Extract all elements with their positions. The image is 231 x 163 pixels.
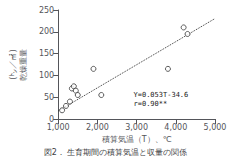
svg-text:(㌧／㎡): (㌧／㎡): [9, 49, 18, 79]
svg-text:4,000: 4,000: [164, 123, 187, 132]
svg-text:100: 100: [39, 71, 54, 80]
svg-text:150: 150: [39, 49, 54, 58]
svg-text:200: 200: [39, 27, 54, 36]
svg-text:250: 250: [39, 6, 54, 15]
svg-text:1,000: 1,000: [47, 123, 70, 132]
svg-text:2,000: 2,000: [86, 123, 109, 132]
svg-text:3,000: 3,000: [125, 123, 148, 132]
svg-text:乾燥重量: 乾燥重量: [19, 49, 28, 81]
svg-text:50: 50: [44, 93, 54, 102]
svg-text:図2． 生育期間の積算気温と収量の関係: 図2． 生育期間の積算気温と収量の関係: [44, 148, 188, 157]
svg-text:5,000: 5,000: [204, 123, 227, 132]
svg-text:0: 0: [49, 114, 55, 124]
svg-text:積算気温（T）、℃: 積算気温（T）、℃: [102, 135, 172, 144]
svg-text:r=0.90**: r=0.90**: [134, 100, 168, 108]
svg-text:Y=0.053T-34.6: Y=0.053T-34.6: [134, 91, 189, 99]
